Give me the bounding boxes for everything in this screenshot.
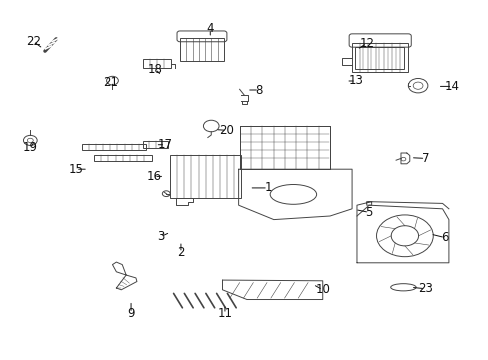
Text: 13: 13: [348, 75, 363, 87]
Text: 15: 15: [68, 163, 83, 176]
Text: 3: 3: [156, 230, 164, 243]
Text: 11: 11: [217, 307, 232, 320]
Text: 23: 23: [417, 282, 432, 295]
Text: 21: 21: [103, 76, 118, 89]
Text: 14: 14: [444, 80, 459, 93]
Bar: [94, 155, 151, 161]
Text: 22: 22: [26, 35, 41, 48]
Text: 6: 6: [440, 231, 448, 244]
Bar: [239, 126, 329, 169]
Text: 16: 16: [146, 170, 161, 183]
Text: 12: 12: [359, 37, 373, 50]
Bar: [170, 155, 241, 198]
Bar: [82, 144, 145, 150]
Text: 8: 8: [255, 84, 263, 96]
Bar: [180, 38, 224, 61]
Text: 17: 17: [158, 138, 172, 151]
Text: 9: 9: [127, 307, 135, 320]
Text: 10: 10: [315, 283, 329, 296]
Text: 18: 18: [148, 63, 163, 76]
Text: 20: 20: [219, 124, 234, 137]
Bar: [142, 59, 171, 68]
Text: 1: 1: [264, 181, 271, 194]
Text: 7: 7: [421, 152, 428, 165]
Bar: [143, 141, 167, 148]
Text: 2: 2: [177, 246, 184, 259]
Bar: [354, 47, 403, 69]
Text: 4: 4: [206, 22, 214, 35]
Text: 5: 5: [365, 206, 372, 219]
Text: 19: 19: [23, 141, 38, 154]
Bar: [351, 43, 407, 72]
